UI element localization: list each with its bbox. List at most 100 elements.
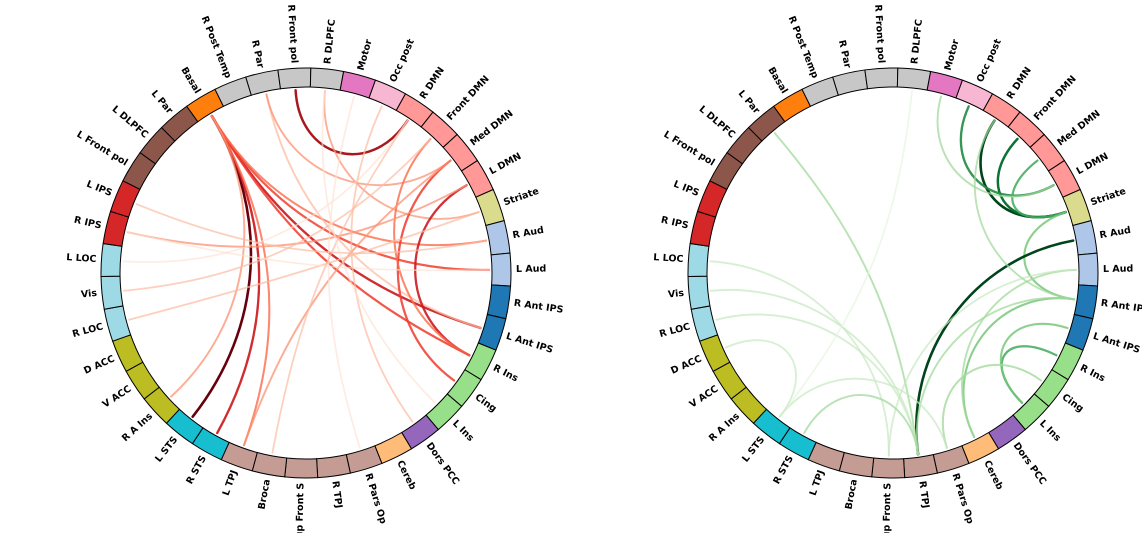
region-segment-striate (475, 188, 505, 227)
region-segment-r-post-temp (214, 76, 252, 107)
region-segment-vis (100, 275, 124, 310)
region-label-l-ins: L Ins (1037, 418, 1063, 444)
connection-left-3 (210, 114, 471, 357)
connection-left-14 (393, 137, 471, 357)
region-label-r-post-temp: R Post Temp (199, 15, 234, 81)
connection-left-23 (327, 95, 361, 449)
region-label-v-acc: V ACC (688, 384, 721, 411)
region-label-l-par: L Par (736, 88, 762, 116)
region-label-r-ant-ips: R Ant IPS (513, 298, 564, 316)
region-label-vis: Vis (80, 288, 97, 301)
region-label-cereb: Cereb (394, 459, 418, 492)
region-label-r-sts: R STS (184, 454, 209, 486)
region-label-v-acc: V ACC (101, 384, 134, 411)
region-label-r-aud: R Aud (512, 225, 545, 241)
region-label-r-dmn: R DMN (418, 65, 447, 101)
region-label-motor: Motor (356, 38, 375, 72)
region-label-r-par: R Par (836, 39, 853, 69)
region-label-l-ant-ips: L Ant IPS (1092, 331, 1142, 356)
region-segment-r-loc (103, 305, 132, 342)
region-label-l-ips: L IPS (85, 179, 114, 199)
circle-diagram-right: R Par R Front pol R DLPFC Motor Occ post R DM… (653, 4, 1142, 533)
region-segment-l-loc (100, 242, 123, 277)
region-label-front-dmn: Front DMN (1032, 74, 1079, 123)
connection-right-4 (1023, 211, 1076, 301)
connection-right-21 (724, 339, 797, 418)
region-label-r-a-ins: R A Ins (707, 411, 742, 444)
connection-left-5 (210, 115, 488, 247)
connection-left-16 (126, 184, 468, 248)
connection-right-10 (941, 363, 1043, 449)
region-label-cereb: Cereb (981, 459, 1005, 492)
region-label-striate: Striate (502, 186, 540, 209)
connection-left-1 (210, 114, 261, 435)
region-segment-r-pars-op (932, 445, 970, 474)
region-segment-r-par (832, 69, 869, 96)
connection-right-20 (778, 90, 913, 418)
region-segment-r-ips (689, 210, 717, 247)
region-label-motor: Motor (943, 38, 962, 72)
region-label-l-sts: L STS (740, 434, 767, 464)
ring (687, 67, 1099, 479)
region-label-r-par: R Par (249, 39, 266, 69)
region-label-striate: Striate (1089, 186, 1127, 209)
connection-left-8 (294, 89, 409, 156)
region-label-r-ips: R IPS (73, 215, 103, 232)
region-label-sup-front-s: Sup Front S (294, 483, 306, 533)
region-segment-r-ant-ips (1073, 284, 1099, 320)
region-label-front-dmn: Front DMN (445, 74, 492, 123)
region-label-r-ant-ips: R Ant IPS (1100, 298, 1142, 316)
region-label-l-loc: L LOC (66, 252, 97, 265)
region-label-l-tpj: L TPJ (808, 469, 827, 498)
region-label-occ-post: Occ post (975, 37, 1004, 84)
region-segment-r-dlpfc (896, 67, 932, 91)
region-label-l-aud: L Aud (1103, 263, 1133, 275)
region-segment-l-aud (1077, 252, 1099, 287)
region-label-r-ins: R Ins (491, 363, 520, 385)
region-label-basal: Basal (765, 65, 789, 96)
region-label-r-pars-op: R Pars Op (950, 472, 976, 525)
connection-right-6 (915, 239, 1075, 456)
region-label-l-dmn: L DMN (1075, 151, 1111, 177)
region-label-l-ips: L IPS (672, 179, 701, 199)
region-label-r-sts: R STS (771, 454, 796, 486)
region-label-occ-post: Occ post (388, 37, 417, 84)
region-label-r-front-pol: R Front pol (872, 4, 886, 63)
connection-left-18 (123, 138, 432, 292)
region-segment-r-front-pol (277, 67, 312, 90)
region-segment-r-aud (1072, 219, 1098, 256)
region-label-r-dmn: R DMN (1005, 65, 1034, 101)
region-label-l-front-pol: L Front pol (662, 129, 717, 168)
region-label-d-acc: D ACC (669, 353, 703, 376)
connection-left-21 (126, 231, 490, 272)
region-label-r-tpj: R TPJ (329, 480, 344, 509)
region-label-r-front-pol: R Front pol (285, 4, 299, 63)
region-label-med-dmn: Med DMN (468, 108, 515, 148)
connection-left-25 (321, 90, 436, 404)
region-label-basal: Basal (178, 65, 202, 96)
region-label-l-dlpfc: L DLPFC (110, 104, 150, 141)
region-label-r-a-ins: R A Ins (120, 411, 155, 444)
connection-right-19 (778, 377, 948, 449)
connection-right-11 (961, 268, 1077, 438)
region-segment-r-par (245, 69, 282, 96)
region-label-r-dlpfc: R DLPFC (322, 19, 338, 65)
ring (100, 67, 512, 479)
region-label-l-dlpfc: L DLPFC (697, 104, 737, 141)
region-segment-vis (687, 275, 711, 310)
circle-diagram-left: R Par R Front pol R DLPFC Motor Occ post R DM… (66, 4, 564, 533)
region-segment-r-pars-op (345, 445, 383, 474)
region-segment-r-ant-ips (486, 284, 512, 320)
connection-right-14 (715, 313, 920, 456)
region-segment-l-aud (490, 252, 512, 287)
region-label-l-front-pol: L Front pol (75, 129, 130, 168)
region-label-vis: Vis (667, 288, 684, 301)
connection-left-22 (350, 105, 414, 423)
region-label-r-loc: R LOC (658, 321, 691, 340)
region-segment-r-dlpfc (309, 67, 345, 91)
connection-right-17 (887, 268, 1077, 457)
region-label-l-dmn: L DMN (488, 151, 524, 177)
edge-group (709, 90, 1077, 457)
region-segment-r-aud (485, 219, 511, 256)
